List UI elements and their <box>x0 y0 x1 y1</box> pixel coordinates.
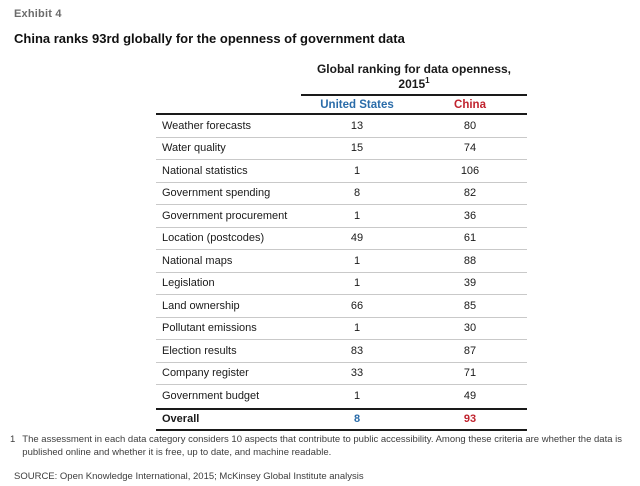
row-label: Location (postcodes) <box>162 232 265 245</box>
table-row: National statistics 1 106 <box>156 160 527 183</box>
china-rank: 49 <box>463 390 477 403</box>
table-row: Land ownership 66 85 <box>156 295 527 318</box>
row-label: Government budget <box>162 390 260 403</box>
table-row: Government procurement 1 36 <box>156 205 527 228</box>
row-label: Government procurement <box>162 209 288 222</box>
overall-china-rank: 93 <box>463 413 477 425</box>
table-row: Weather forecasts 13 80 <box>156 115 527 138</box>
overall-row: Overall 8 93 <box>156 407 527 431</box>
china-rank: 30 <box>463 322 477 335</box>
row-label: Election results <box>162 344 237 357</box>
row-label: Weather forecasts <box>162 119 252 132</box>
column-header-china: China <box>454 98 486 111</box>
us-rank: 1 <box>353 277 361 290</box>
china-rank: 61 <box>463 232 477 245</box>
us-rank: 15 <box>350 142 364 155</box>
us-rank: 13 <box>350 119 364 132</box>
row-label: Pollutant emissions <box>162 322 257 335</box>
china-rank: 87 <box>463 344 477 357</box>
us-rank: 1 <box>353 209 361 222</box>
exhibit-label: Exhibit 4 <box>14 8 62 20</box>
table-row: Location (postcodes) 49 61 <box>156 228 527 250</box>
table-row: Water quality 15 74 <box>156 138 527 160</box>
china-rank: 88 <box>463 254 477 267</box>
china-rank: 74 <box>463 142 477 155</box>
ranking-table: Global ranking for data openness, 20151 … <box>156 62 527 431</box>
column-header-united-states: United States <box>320 98 394 111</box>
column-header-row: United States China <box>156 96 527 115</box>
source-line: SOURCE: Open Knowledge International, 20… <box>14 471 364 482</box>
row-label: National maps <box>162 254 233 267</box>
china-rank: 82 <box>463 187 477 200</box>
us-rank: 49 <box>350 232 364 245</box>
china-rank: 106 <box>460 164 480 177</box>
row-label: National statistics <box>162 164 248 177</box>
footnote: 1 The assessment in each data category c… <box>10 434 632 460</box>
us-rank: 1 <box>353 322 361 335</box>
overall-us-rank: 8 <box>353 413 361 425</box>
table-header-title-text: Global ranking for data openness, 2015 <box>316 62 512 91</box>
us-rank: 8 <box>353 187 361 200</box>
table-row: Election results 83 87 <box>156 340 527 363</box>
footnote-text: The assessment in each data category con… <box>22 434 622 458</box>
page-title: China ranks 93rd globally for the openne… <box>14 31 405 46</box>
table-rows: Weather forecasts 13 80 Water quality 15 74 Na… <box>156 115 527 408</box>
us-rank: 33 <box>350 367 364 380</box>
china-rank: 36 <box>463 209 477 222</box>
table-row: Company register 33 71 <box>156 363 527 385</box>
table-header-title: Global ranking for data openness, 20151 <box>301 62 527 96</box>
china-rank: 80 <box>463 119 477 132</box>
row-label: Land ownership <box>162 299 240 312</box>
china-rank: 71 <box>463 367 477 380</box>
table-row: Legislation 1 39 <box>156 273 527 295</box>
row-label: Government spending <box>162 187 271 200</box>
us-rank: 1 <box>353 164 361 177</box>
us-rank: 66 <box>350 299 364 312</box>
row-label: Water quality <box>162 142 226 155</box>
china-rank: 39 <box>463 277 477 290</box>
overall-label: Overall <box>162 413 200 425</box>
us-rank: 1 <box>353 254 361 267</box>
table-row: Pollutant emissions 1 30 <box>156 318 527 340</box>
footnote-marker: 1 <box>10 434 16 445</box>
china-rank: 85 <box>463 299 477 312</box>
table-header-footnote-marker: 1 <box>425 76 430 85</box>
us-rank: 83 <box>350 344 364 357</box>
row-label: Company register <box>162 367 249 380</box>
table-row: Government budget 1 49 <box>156 385 527 408</box>
table-row: National maps 1 88 <box>156 250 527 273</box>
row-label: Legislation <box>162 277 215 290</box>
us-rank: 1 <box>353 390 361 403</box>
table-row: Government spending 8 82 <box>156 183 527 205</box>
